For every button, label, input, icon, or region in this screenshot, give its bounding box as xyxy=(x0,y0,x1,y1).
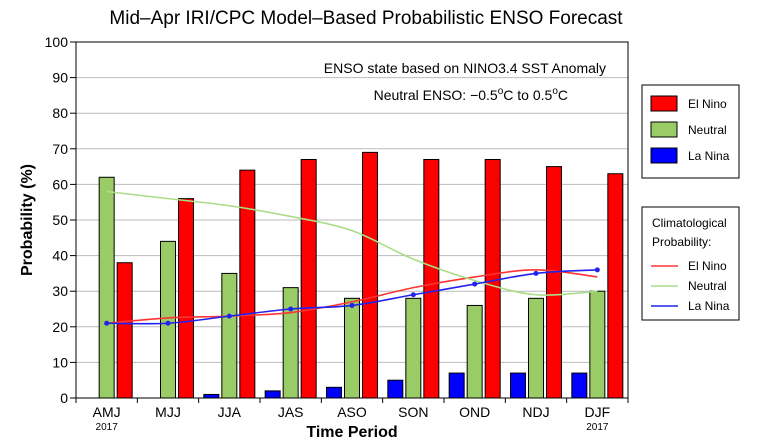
climatology-legend: Climatological Probability: El Nino Neutr… xyxy=(641,206,740,321)
legend-label-el-nino: El Nino xyxy=(688,97,727,111)
bar-el-nino-mjj xyxy=(178,198,194,399)
bar-neutral-amj xyxy=(98,176,115,399)
legend-label-la-nina: La Nina xyxy=(688,149,730,163)
bar-la-nina-jas xyxy=(264,390,281,399)
annotation-neutral-mid: C to 0.5 xyxy=(503,87,552,103)
bar-neutral-aso xyxy=(344,297,360,399)
annotation-degree-2: o xyxy=(552,86,558,97)
bar-la-nina-son xyxy=(387,379,404,399)
x-tick-label-ond: OND xyxy=(459,404,490,420)
annotation-neutral-prefix: Neutral ENSO: −0.5 xyxy=(374,87,498,103)
y-tick-label-80: 80 xyxy=(52,105,68,121)
bar-neutral-ond xyxy=(466,304,483,399)
y-axis-label: Probability (%) xyxy=(19,164,36,276)
bar-la-nina-djf xyxy=(571,372,588,399)
climatology-point-la-nina-ond xyxy=(472,281,478,287)
bar-el-nino-son xyxy=(423,158,440,399)
legend-swatch-neutral xyxy=(650,121,678,138)
y-tick-label-60: 60 xyxy=(52,176,68,192)
y-tick-label-10: 10 xyxy=(52,354,68,370)
bar-neutral-djf xyxy=(589,290,606,399)
x-tick-label-son: SON xyxy=(398,404,428,420)
bar-el-nino-jas xyxy=(300,158,317,399)
climatology-point-la-nina-amj xyxy=(104,320,110,326)
climatology-point-la-nina-mjj xyxy=(165,320,171,326)
climatology-line-neutral xyxy=(106,190,598,296)
bar-la-nina-aso xyxy=(326,386,342,399)
bar-el-nino-djf xyxy=(607,173,624,399)
climatology-legend-label-el-nino: El Nino xyxy=(688,259,727,273)
bar-neutral-son xyxy=(405,297,422,399)
legend-swatch-el-nino xyxy=(650,95,678,112)
climatology-point-la-nina-djf xyxy=(594,267,600,273)
chart-title: Mid–Apr IRI/CPC Model–Based Probabilisti… xyxy=(109,8,623,29)
x-sublabel-amj: 2017 xyxy=(96,422,119,433)
bar-neutral-ndj xyxy=(528,297,544,399)
x-tick-label-mjj: MJJ xyxy=(155,404,181,420)
x-tick-label-djf: DJF xyxy=(584,404,610,420)
bar-el-nino-ndj xyxy=(546,166,562,399)
x-tick-label-jja: JJA xyxy=(218,404,242,420)
climatology-legend-label-la-nina: La Nina xyxy=(688,299,730,313)
y-tick-label-70: 70 xyxy=(52,141,68,157)
legend-swatch-la-nina xyxy=(650,147,678,164)
bar-neutral-jja xyxy=(221,272,238,399)
x-tick-label-ndj: NDJ xyxy=(522,404,549,420)
bar-el-nino-ond xyxy=(484,158,501,399)
climatology-lines xyxy=(104,190,600,326)
x-tick-label-aso: ASO xyxy=(337,404,367,420)
bar-la-nina-jja xyxy=(203,393,220,399)
y-tick-label-90: 90 xyxy=(52,70,68,86)
bar-el-nino-aso xyxy=(362,151,378,399)
annotation-neutral-range: Neutral ENSO: −0.5oC to 0.5oC xyxy=(374,86,568,103)
bar-el-nino-jja xyxy=(239,169,256,399)
x-axis-label: Time Period xyxy=(306,424,397,441)
climatology-point-la-nina-ndj xyxy=(533,270,539,276)
annotation-degree-1: o xyxy=(498,86,504,97)
y-tick-label-30: 30 xyxy=(52,283,68,299)
x-axis-ticks: AMJ MJJ JJA JAS ASO SON OND NDJ DJF 2017 2017 xyxy=(75,398,629,433)
x-tick-label-amj: AMJ xyxy=(93,404,121,420)
y-tick-label-40: 40 xyxy=(52,248,68,264)
bar-neutral-jas xyxy=(282,287,299,399)
climatology-legend-title-2: Probability: xyxy=(652,235,711,249)
climatology-legend-box xyxy=(641,206,740,321)
legend-label-neutral: Neutral xyxy=(688,123,727,137)
bar-el-nino-amj xyxy=(116,262,133,399)
climatology-legend-title-1: Climatological xyxy=(652,216,727,230)
bars xyxy=(98,151,624,399)
y-tick-label-50: 50 xyxy=(52,212,68,228)
climatology-point-la-nina-jja xyxy=(226,313,232,319)
annotation-unit: C xyxy=(558,87,568,103)
y-tick-label-0: 0 xyxy=(60,390,68,406)
bar-la-nina-ond xyxy=(448,372,465,399)
bar-neutral-mjj xyxy=(160,240,176,399)
y-axis-ticks: 0 10 20 30 40 50 60 70 80 90 100 xyxy=(45,34,76,406)
climatology-line-el-nino xyxy=(106,269,598,325)
climatology-point-la-nina-son xyxy=(410,292,416,298)
annotation-enso-state: ENSO state based on NINO3.4 SST Anomaly xyxy=(324,60,606,76)
legend: El Nino Neutral La Nina xyxy=(641,84,740,179)
climatology-point-la-nina-jas xyxy=(288,306,294,312)
x-sublabel-djf: 2017 xyxy=(586,422,609,433)
y-tick-label-20: 20 xyxy=(52,319,68,335)
bar-la-nina-ndj xyxy=(510,372,526,399)
x-tick-label-jas: JAS xyxy=(278,404,304,420)
y-tick-label-100: 100 xyxy=(45,34,69,50)
climatology-legend-label-neutral: Neutral xyxy=(688,279,727,293)
climatology-point-la-nina-aso xyxy=(349,302,355,308)
